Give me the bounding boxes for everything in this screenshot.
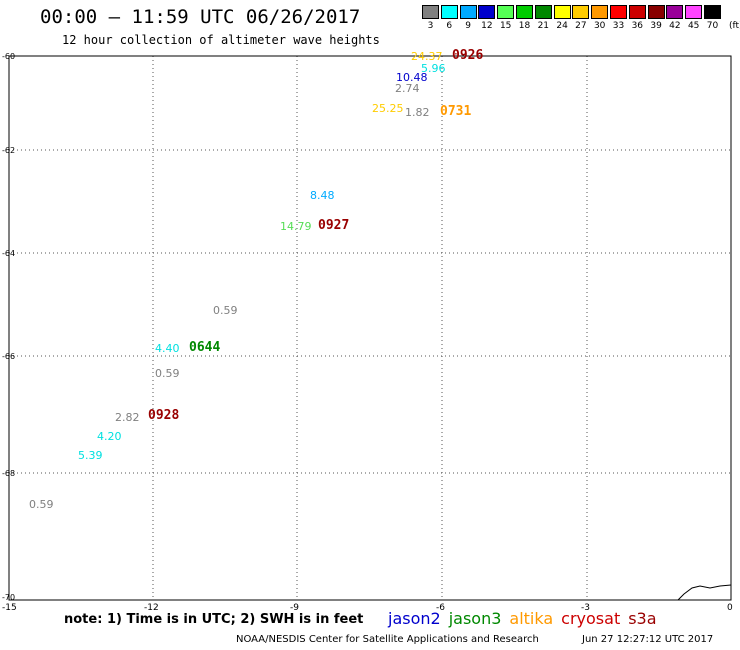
satellite-name: altika: [509, 609, 554, 628]
pass-time-label: 0926: [452, 48, 484, 63]
wave-height-label: 2.74: [395, 82, 420, 95]
wave-height-label: 0.59: [155, 367, 180, 380]
satellite-name: jason3: [448, 609, 502, 628]
legend-swatch: [497, 5, 515, 19]
legend-swatch: [685, 5, 703, 19]
legend-swatch: [516, 5, 533, 19]
legend-swatch: [459, 5, 477, 19]
legend-label: 39: [650, 21, 662, 31]
satellite-name: s3a: [628, 609, 657, 628]
wave-height-label: 0.59: [213, 304, 238, 317]
legend-label: 30: [593, 21, 606, 31]
legend-label: 42: [669, 21, 681, 31]
credit-line: NOAA/NESDIS Center for Satellite Applica…: [236, 634, 539, 645]
legend-swatch: [553, 5, 571, 19]
legend-label: 36: [631, 21, 644, 31]
legend-label: 21: [537, 21, 550, 31]
pass-time-label: 0644: [189, 340, 221, 355]
legend-swatch: [440, 5, 458, 19]
legend-swatch: [647, 5, 665, 19]
legend-label: 3: [427, 21, 434, 31]
legend-label: 33: [612, 21, 625, 31]
legend-item: 42: [666, 5, 684, 31]
legend-unit: (ft): [729, 21, 740, 31]
legend-swatch: [534, 5, 552, 19]
latitude-label: -68: [2, 469, 16, 478]
legend-label: 12: [481, 21, 493, 31]
footer-note: note: 1) Time is in UTC; 2) SWH is in fe…: [64, 612, 364, 627]
longitude-label: -12: [144, 603, 159, 613]
wave-height-label: 0.59: [29, 498, 54, 511]
legend-swatch: [422, 5, 439, 19]
legend-item: 39: [647, 5, 665, 31]
map-subtitle: 12 hour collection of altimeter wave hei…: [62, 33, 380, 47]
wave-height-label: 14.79: [280, 220, 312, 233]
longitude-label: 0: [727, 603, 733, 613]
wave-height-label: 1.82: [405, 106, 430, 119]
legend-label: 15: [499, 21, 512, 31]
pass-time-label: 0928: [148, 408, 180, 423]
legend-item: 70: [704, 5, 721, 31]
legend-swatch: [628, 5, 646, 19]
latitude-label: -66: [2, 352, 16, 361]
wave-height-label: 4.40: [155, 342, 180, 355]
legend-label: 27: [575, 21, 587, 31]
wave-height-label: 2.82: [115, 411, 140, 424]
legend-item: 36: [628, 5, 646, 31]
legend-swatch: [478, 5, 496, 19]
legend-label: 24: [556, 21, 568, 31]
wave-height-label: 8.48: [310, 189, 335, 202]
latitude-label: -60: [2, 52, 16, 61]
satellite-legend: jason2 jason3 altika cryosat s3a: [388, 609, 665, 628]
legend-swatch: [572, 5, 590, 19]
legend-item: 3: [422, 5, 439, 31]
wave-height-label: 5.96: [421, 62, 446, 75]
legend-swatch: [666, 5, 684, 19]
pass-time-label: 0731: [440, 104, 472, 119]
longitude-label: -9: [290, 603, 299, 613]
legend-label: 18: [518, 21, 531, 31]
wave-height-label: 4.20: [97, 430, 122, 443]
coastline: [677, 584, 732, 601]
legend-item: 27: [572, 5, 590, 31]
legend-label: 9: [465, 21, 471, 31]
legend-item: 6: [440, 5, 458, 31]
lat-lon-grid: [9, 56, 731, 600]
legend-item: 12: [478, 5, 496, 31]
legend-item: 21: [534, 5, 552, 31]
legend-item: 18: [516, 5, 533, 31]
legend-item: 30: [591, 5, 609, 31]
legend-swatch: [610, 5, 627, 19]
longitude-label: -3: [581, 603, 590, 613]
legend-item: 24: [553, 5, 571, 31]
longitude-label: -15: [2, 603, 17, 613]
legend-label: 45: [687, 21, 700, 31]
wave-height-label: 24.37: [411, 50, 443, 63]
map-frame: [8, 55, 732, 601]
legend-label: 70: [706, 21, 719, 31]
satellite-name: jason2: [388, 609, 441, 628]
legend-swatch: [591, 5, 609, 19]
latitude-label: -70: [2, 593, 16, 602]
latitude-label: -64: [2, 249, 16, 258]
longitude-label: -6: [436, 603, 445, 613]
latitude-label: -62: [2, 146, 16, 155]
wave-height-label: 10.48: [396, 71, 428, 84]
wave-height-label: 5.39: [78, 449, 103, 462]
generated-timestamp: Jun 27 12:27:12 UTC 2017: [582, 634, 714, 645]
legend-item: 9: [459, 5, 477, 31]
satellite-name: cryosat: [561, 609, 621, 628]
legend-item: 15: [497, 5, 515, 31]
pass-time-label: 0927: [318, 218, 350, 233]
legend-label: 6: [446, 21, 453, 31]
legend-item: 45: [685, 5, 703, 31]
map-title: 00:00 – 11:59 UTC 06/26/2017: [40, 6, 361, 28]
wave-height-label: 25.25: [372, 102, 404, 115]
legend-item: 33: [610, 5, 627, 31]
legend-swatch: [704, 5, 721, 19]
